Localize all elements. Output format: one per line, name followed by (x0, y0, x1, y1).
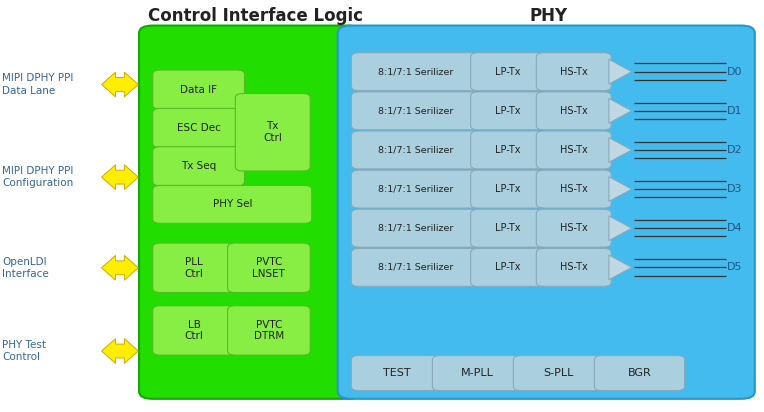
FancyBboxPatch shape (536, 209, 611, 247)
Polygon shape (609, 138, 632, 162)
Text: 8:1/7:1 Serilizer: 8:1/7:1 Serilizer (378, 106, 453, 115)
Polygon shape (609, 255, 632, 280)
Text: LP-Tx: LP-Tx (495, 262, 521, 272)
FancyBboxPatch shape (153, 243, 235, 293)
Text: PVTC
LNSET: PVTC LNSET (252, 257, 286, 279)
Text: D0: D0 (727, 67, 743, 77)
Text: D5: D5 (727, 262, 743, 272)
Text: 8:1/7:1 Serilizer: 8:1/7:1 Serilizer (378, 185, 453, 194)
Text: LP-Tx: LP-Tx (495, 184, 521, 194)
FancyBboxPatch shape (471, 131, 545, 169)
FancyBboxPatch shape (235, 94, 310, 171)
Text: 8:1/7:1 Serilizer: 8:1/7:1 Serilizer (378, 67, 453, 76)
Polygon shape (102, 72, 138, 97)
Text: OpenLDI
Interface: OpenLDI Interface (2, 257, 49, 279)
Text: MIPI DPHY PPI
Data Lane: MIPI DPHY PPI Data Lane (2, 73, 73, 96)
Polygon shape (102, 255, 138, 280)
FancyBboxPatch shape (471, 209, 545, 247)
Text: D1: D1 (727, 106, 743, 116)
Text: M-PLL: M-PLL (461, 368, 494, 378)
Text: LP-Tx: LP-Tx (495, 106, 521, 116)
Text: HS-Tx: HS-Tx (560, 145, 588, 155)
Text: S-PLL: S-PLL (543, 368, 574, 378)
FancyBboxPatch shape (471, 248, 545, 286)
Text: LP-Tx: LP-Tx (495, 223, 521, 233)
FancyBboxPatch shape (351, 209, 480, 247)
FancyBboxPatch shape (471, 92, 545, 130)
Text: BGR: BGR (627, 368, 652, 378)
FancyBboxPatch shape (153, 108, 244, 147)
FancyBboxPatch shape (153, 70, 244, 109)
FancyBboxPatch shape (351, 356, 442, 391)
Text: HS-Tx: HS-Tx (560, 67, 588, 77)
FancyBboxPatch shape (351, 170, 480, 208)
Text: D2: D2 (727, 145, 743, 155)
Text: 8:1/7:1 Serilizer: 8:1/7:1 Serilizer (378, 263, 453, 272)
FancyBboxPatch shape (536, 170, 611, 208)
FancyBboxPatch shape (351, 248, 480, 286)
Text: PLL
Ctrl: PLL Ctrl (185, 257, 203, 279)
FancyBboxPatch shape (153, 147, 244, 186)
FancyBboxPatch shape (351, 92, 480, 130)
Text: PHY Sel: PHY Sel (212, 199, 252, 209)
FancyBboxPatch shape (471, 53, 545, 91)
FancyBboxPatch shape (536, 53, 611, 91)
Polygon shape (609, 59, 632, 84)
FancyBboxPatch shape (536, 92, 611, 130)
FancyBboxPatch shape (228, 306, 310, 355)
Text: HS-Tx: HS-Tx (560, 223, 588, 233)
FancyBboxPatch shape (432, 356, 523, 391)
FancyBboxPatch shape (351, 53, 480, 91)
Polygon shape (102, 165, 138, 190)
Text: MIPI DPHY PPI
Configuration: MIPI DPHY PPI Configuration (2, 166, 73, 188)
FancyBboxPatch shape (513, 356, 604, 391)
FancyBboxPatch shape (228, 243, 310, 293)
Text: 8:1/7:1 Serilizer: 8:1/7:1 Serilizer (378, 145, 453, 154)
Text: PVTC
DTRM: PVTC DTRM (254, 320, 284, 341)
Text: D4: D4 (727, 223, 743, 233)
FancyBboxPatch shape (338, 26, 755, 399)
FancyBboxPatch shape (153, 185, 312, 223)
Text: Control Interface Logic: Control Interface Logic (148, 7, 364, 26)
FancyBboxPatch shape (536, 248, 611, 286)
Text: Data IF: Data IF (180, 84, 217, 95)
Text: LP-Tx: LP-Tx (495, 67, 521, 77)
Text: HS-Tx: HS-Tx (560, 106, 588, 116)
FancyBboxPatch shape (153, 306, 235, 355)
Text: PHY Test
Control: PHY Test Control (2, 340, 47, 362)
Polygon shape (102, 339, 138, 363)
FancyBboxPatch shape (351, 131, 480, 169)
Text: HS-Tx: HS-Tx (560, 184, 588, 194)
Text: Tx Seq: Tx Seq (181, 161, 216, 171)
Text: Tx
Ctrl: Tx Ctrl (264, 122, 282, 143)
Text: ESC Dec: ESC Dec (176, 123, 221, 133)
Text: LB
Ctrl: LB Ctrl (185, 320, 203, 341)
FancyBboxPatch shape (536, 131, 611, 169)
Text: PHY: PHY (529, 7, 568, 26)
Text: 8:1/7:1 Serilizer: 8:1/7:1 Serilizer (378, 224, 453, 233)
Text: LP-Tx: LP-Tx (495, 145, 521, 155)
FancyBboxPatch shape (594, 356, 685, 391)
FancyBboxPatch shape (471, 170, 545, 208)
Text: D3: D3 (727, 184, 743, 194)
FancyBboxPatch shape (139, 26, 361, 399)
Polygon shape (609, 177, 632, 201)
Text: TEST: TEST (383, 368, 410, 378)
Polygon shape (609, 216, 632, 241)
Polygon shape (609, 98, 632, 123)
Text: HS-Tx: HS-Tx (560, 262, 588, 272)
